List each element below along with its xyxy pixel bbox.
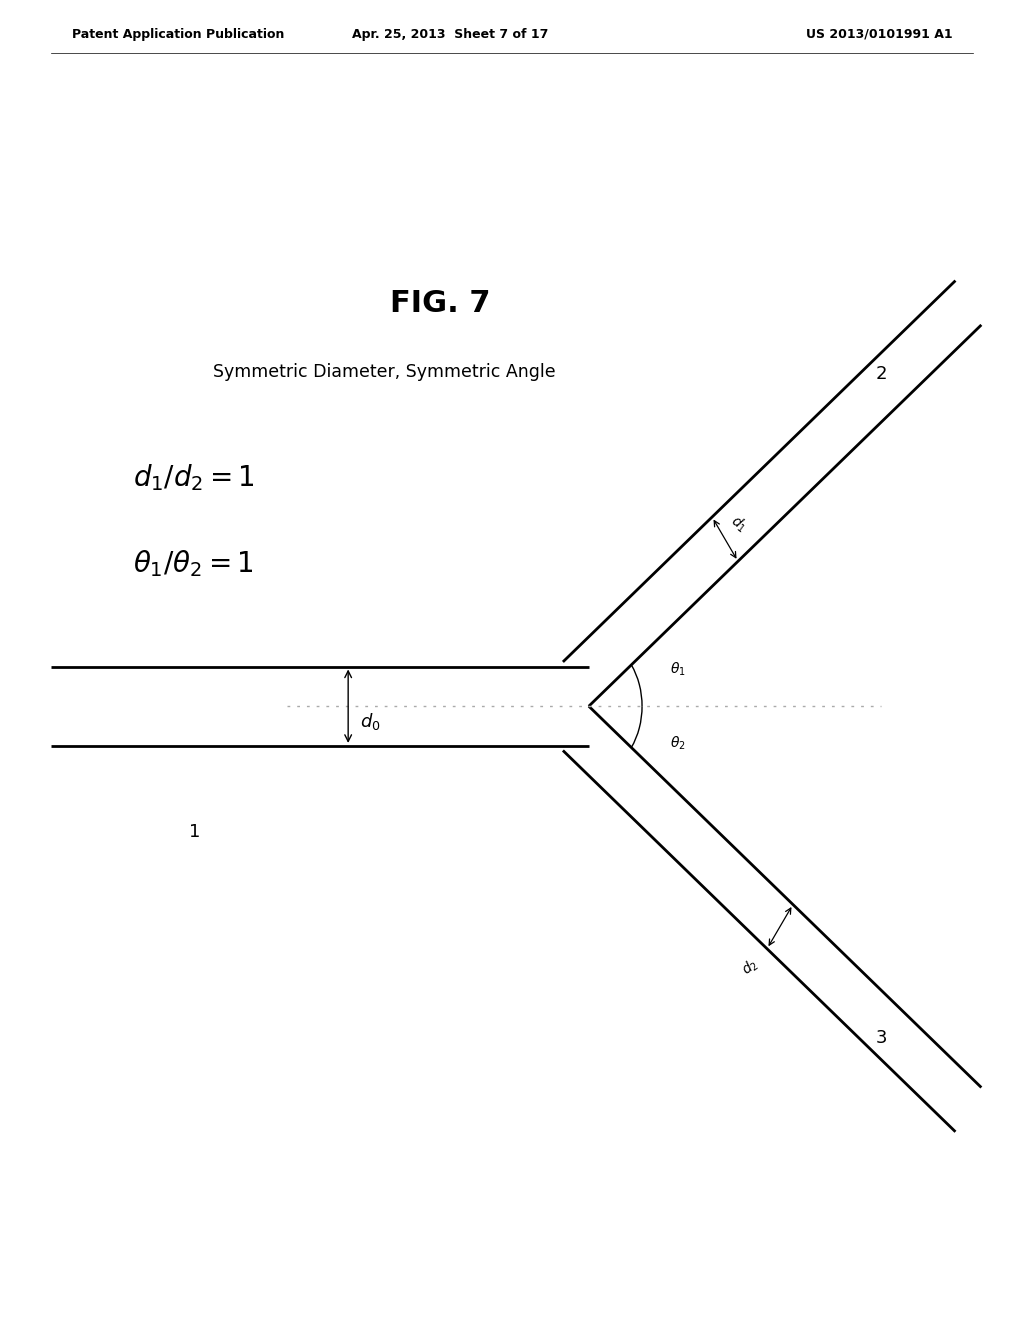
Text: 2: 2 — [876, 366, 887, 383]
Text: $d_1$: $d_1$ — [727, 512, 751, 536]
Text: $d_0$: $d_0$ — [360, 711, 381, 733]
Text: $d_1/d_2 = 1$: $d_1/d_2 = 1$ — [133, 462, 255, 494]
Text: $\theta_1/\theta_2 = 1$: $\theta_1/\theta_2 = 1$ — [133, 548, 254, 579]
Text: Patent Application Publication: Patent Application Publication — [72, 28, 284, 41]
Text: Symmetric Diameter, Symmetric Angle: Symmetric Diameter, Symmetric Angle — [213, 363, 555, 381]
Text: 3: 3 — [876, 1030, 887, 1047]
Text: 1: 1 — [188, 822, 201, 841]
Text: US 2013/0101991 A1: US 2013/0101991 A1 — [806, 28, 952, 41]
Text: FIG. 7: FIG. 7 — [390, 289, 490, 318]
Text: $d_2$: $d_2$ — [738, 956, 762, 979]
Text: $\theta_2$: $\theta_2$ — [670, 734, 685, 751]
Text: Apr. 25, 2013  Sheet 7 of 17: Apr. 25, 2013 Sheet 7 of 17 — [352, 28, 549, 41]
Text: $\theta_1$: $\theta_1$ — [670, 661, 685, 678]
